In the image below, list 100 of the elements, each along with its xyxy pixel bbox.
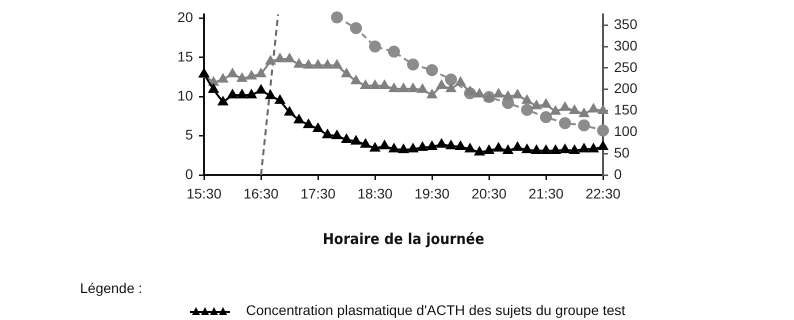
point: [398, 83, 408, 92]
point: [598, 105, 608, 114]
point: [388, 46, 400, 58]
point: [465, 144, 475, 152]
y-tick-label: 15: [177, 48, 194, 64]
point: [503, 91, 513, 100]
point: [550, 145, 560, 154]
x-tick-label: 18:30: [357, 185, 393, 202]
y-tick-label: 20: [177, 9, 194, 26]
point: [398, 144, 408, 154]
point: [380, 140, 390, 150]
point: [579, 144, 589, 152]
point: [588, 104, 598, 112]
point: [228, 68, 238, 78]
point: [408, 144, 418, 152]
point: [426, 64, 438, 76]
point: [570, 105, 580, 114]
y-tick-label: 0: [185, 166, 194, 182]
point: [256, 84, 266, 94]
y2-tick-label: 0: [614, 166, 622, 182]
point: [494, 88, 504, 98]
x-tick-label: 19:30: [414, 185, 450, 202]
x-axis-title: Horaire de la journée: [322, 230, 486, 248]
x-tick-label: 17:30: [300, 185, 336, 202]
point: [427, 141, 437, 150]
point: [218, 96, 228, 106]
point: [418, 142, 428, 151]
point: [322, 60, 332, 69]
point: [389, 83, 399, 92]
point: [532, 145, 542, 154]
point: [560, 144, 570, 154]
point: [208, 77, 218, 86]
point: [550, 106, 560, 115]
point: [522, 144, 532, 154]
point: [350, 22, 362, 34]
point: [360, 80, 370, 89]
point: [597, 124, 609, 136]
point: [237, 73, 247, 82]
x-tick-label: 16:30: [243, 185, 279, 202]
point: [237, 90, 247, 98]
point: [474, 88, 484, 98]
point: [294, 59, 304, 68]
point: [284, 54, 294, 62]
point: [284, 106, 294, 116]
point: [558, 117, 571, 130]
x-tick-label: 15:30: [186, 185, 222, 202]
y2-tick-label: 300: [614, 37, 638, 54]
x-tick-label: 21:30: [528, 185, 564, 202]
y2-tick-label: 350: [614, 16, 638, 32]
y2-tick-label: 100: [614, 123, 638, 140]
point: [541, 98, 551, 108]
point: [465, 86, 475, 96]
point: [436, 80, 446, 89]
point: [503, 145, 513, 154]
point: [436, 138, 446, 148]
point: [370, 142, 380, 152]
point: [560, 102, 570, 111]
point: [246, 70, 256, 80]
point: [330, 11, 343, 24]
point: [304, 119, 314, 128]
point: [407, 58, 420, 71]
point: [418, 84, 428, 93]
y-tick-label: 5: [185, 126, 194, 143]
point: [208, 84, 218, 93]
point: [444, 73, 457, 86]
point: [369, 40, 381, 53]
point: [322, 130, 332, 138]
point: [313, 60, 323, 69]
point: [521, 104, 534, 116]
point: [228, 90, 238, 98]
point: [512, 90, 522, 98]
point: [351, 136, 361, 145]
y-tick-label: 10: [177, 88, 194, 104]
point: [541, 145, 551, 154]
point: [522, 95, 532, 104]
point: [304, 60, 314, 69]
point: [332, 130, 342, 140]
point: [532, 100, 542, 110]
point: [380, 80, 390, 89]
point: [579, 108, 589, 118]
legend-title: Légende :: [80, 280, 142, 296]
point: [360, 138, 370, 148]
point: [389, 144, 399, 152]
legend-label: Concentration plasmatique d'ACTH des sujets du groupe test: [246, 302, 626, 318]
y2-tick-label: 50: [614, 144, 630, 160]
point: [332, 60, 342, 69]
point: [570, 145, 580, 154]
point: [456, 141, 466, 150]
point: [246, 90, 256, 98]
point: [427, 90, 437, 98]
point: [370, 80, 380, 89]
point: [266, 56, 276, 65]
y2-tick-label: 250: [614, 58, 638, 75]
point: [218, 74, 228, 83]
point: [578, 119, 590, 132]
point: [342, 68, 352, 78]
point: [294, 114, 304, 124]
point: [351, 75, 361, 84]
y2-tick-label: 150: [614, 102, 638, 118]
point: [588, 144, 598, 152]
